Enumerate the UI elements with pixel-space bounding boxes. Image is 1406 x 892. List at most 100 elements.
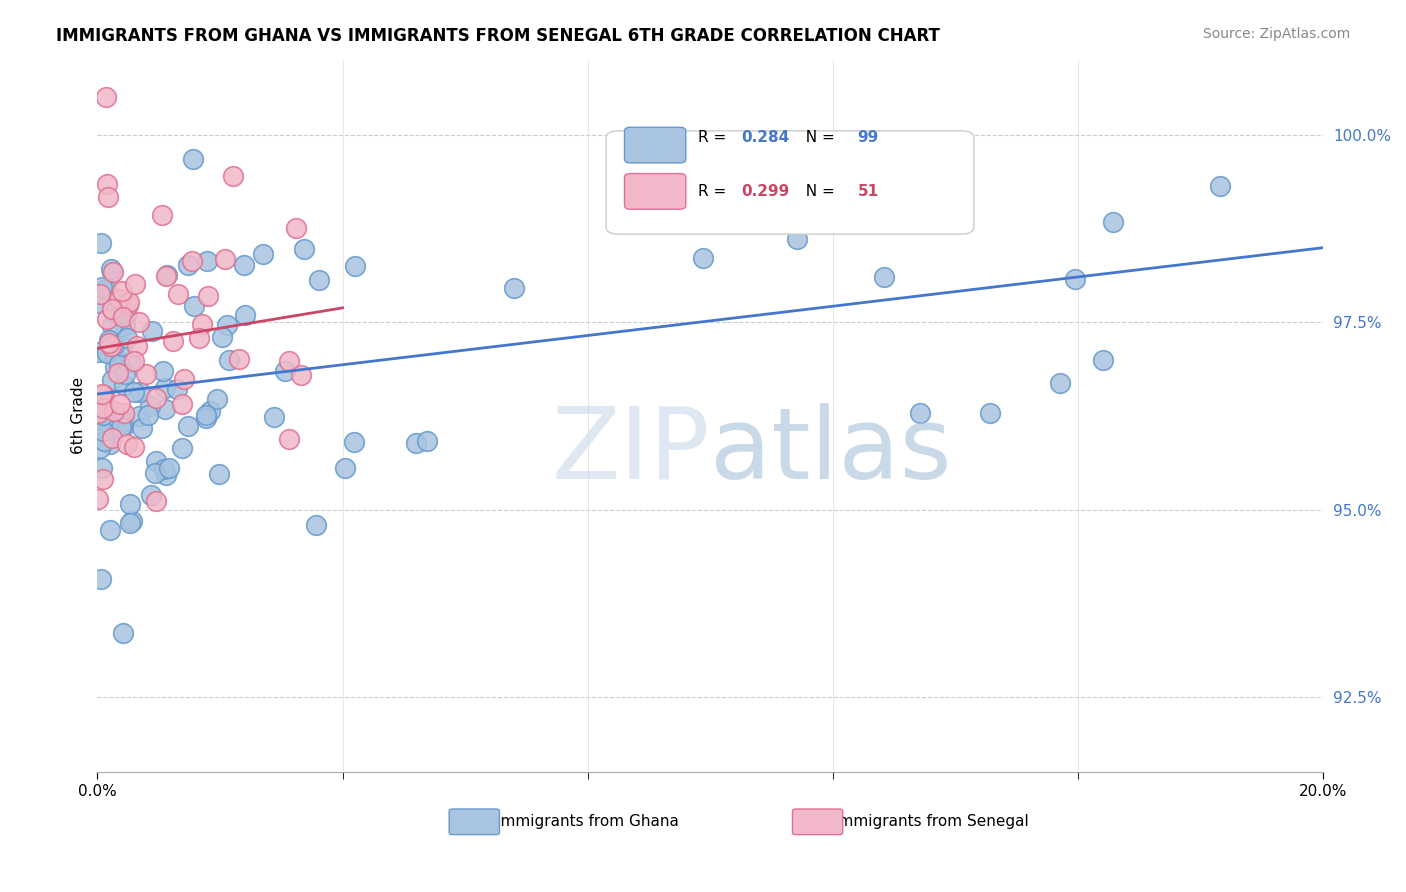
Point: [274, 363, 297, 377]
Point: [91, 401, 114, 416]
Point: [692, 251, 714, 265]
Point: [96, 312, 118, 326]
Point: [128, 409, 150, 423]
Point: [180, 253, 202, 268]
Point: [153, 462, 176, 476]
Point: [187, 330, 209, 344]
Point: [141, 324, 163, 338]
Point: [139, 400, 162, 414]
Point: [96, 177, 118, 191]
Text: 99: 99: [858, 130, 879, 145]
Point: [228, 351, 250, 366]
Point: [292, 242, 315, 256]
Point: [873, 269, 896, 284]
Point: [167, 286, 190, 301]
Point: [112, 310, 135, 324]
Point: [156, 268, 179, 282]
Text: R =: R =: [697, 184, 731, 199]
Point: [101, 373, 124, 387]
Point: [108, 357, 131, 371]
Point: [98, 437, 121, 451]
Point: [827, 194, 849, 208]
Point: [103, 347, 125, 361]
Text: ZIP: ZIP: [553, 403, 710, 500]
Point: [111, 626, 134, 640]
Point: [405, 436, 427, 450]
Point: [176, 258, 198, 272]
Point: [91, 472, 114, 486]
FancyBboxPatch shape: [793, 809, 842, 835]
Point: [129, 385, 152, 400]
Point: [1092, 352, 1115, 367]
Point: [141, 488, 163, 502]
FancyBboxPatch shape: [624, 128, 686, 163]
Point: [97, 415, 120, 429]
FancyBboxPatch shape: [606, 131, 974, 234]
Point: [157, 460, 180, 475]
Point: [100, 262, 122, 277]
Point: [104, 359, 127, 374]
Point: [90, 236, 112, 251]
Point: [114, 367, 136, 381]
FancyBboxPatch shape: [624, 174, 686, 210]
Y-axis label: 6th Grade: 6th Grade: [72, 377, 86, 454]
Point: [91, 391, 114, 405]
Point: [170, 396, 193, 410]
Point: [87, 492, 110, 507]
Point: [98, 523, 121, 537]
Point: [416, 434, 439, 448]
Point: [277, 354, 299, 368]
Point: [145, 454, 167, 468]
Point: [96, 282, 118, 296]
Point: [108, 397, 131, 411]
Point: [94, 90, 117, 104]
Point: [177, 419, 200, 434]
Point: [284, 221, 307, 235]
Point: [118, 497, 141, 511]
Point: [89, 287, 111, 301]
Point: [91, 408, 114, 422]
Point: [118, 516, 141, 531]
Point: [97, 333, 120, 347]
Point: [205, 392, 228, 406]
Point: [335, 460, 357, 475]
Point: [100, 431, 122, 445]
Point: [172, 441, 194, 455]
Point: [103, 305, 125, 319]
Point: [120, 355, 142, 369]
Point: [96, 346, 118, 360]
Point: [107, 367, 129, 381]
Point: [195, 410, 218, 425]
Point: [217, 318, 239, 332]
Point: [214, 252, 236, 266]
Point: [200, 404, 222, 418]
Text: N =: N =: [796, 130, 839, 145]
Point: [143, 467, 166, 481]
Point: [101, 318, 124, 333]
Point: [100, 339, 122, 353]
Point: [111, 284, 134, 298]
Point: [118, 295, 141, 310]
Point: [131, 421, 153, 435]
Point: [152, 364, 174, 378]
Point: [87, 406, 110, 420]
Point: [91, 425, 114, 439]
Text: Immigrants from Senegal: Immigrants from Senegal: [834, 814, 1028, 830]
Point: [117, 298, 139, 312]
Point: [122, 354, 145, 368]
Point: [145, 493, 167, 508]
Point: [110, 420, 132, 434]
Point: [94, 428, 117, 442]
Point: [112, 415, 135, 429]
Point: [122, 441, 145, 455]
Point: [222, 169, 245, 183]
Point: [91, 387, 114, 401]
Point: [218, 353, 240, 368]
Point: [112, 378, 135, 392]
Point: [263, 409, 285, 424]
Point: [252, 247, 274, 261]
Point: [101, 302, 124, 317]
Point: [103, 404, 125, 418]
Point: [173, 372, 195, 386]
Point: [145, 391, 167, 405]
